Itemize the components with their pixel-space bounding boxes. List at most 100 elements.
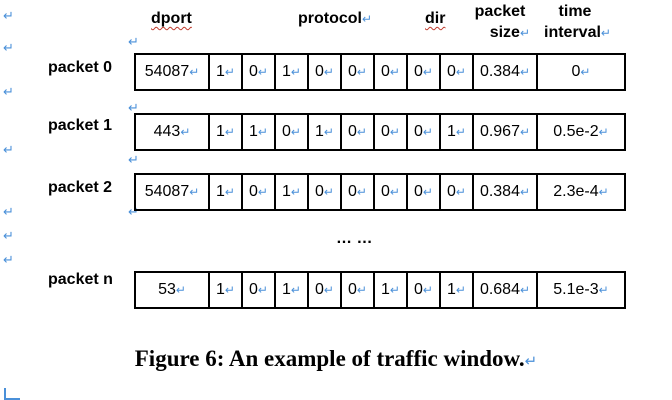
return-mark-icon: ↵	[189, 185, 200, 199]
return-mark-icon: ↵	[323, 65, 334, 79]
return-mark-icon: ↵	[290, 283, 301, 297]
cell-protocol-bit: 1↵	[208, 173, 243, 211]
packet-table-row-1: 443↵ 1↵ 1↵ 0↵ 1↵ 0↵ 0↵ 0↵ 1↵ 0.967↵ 0.5e…	[134, 113, 626, 151]
packet-table-row-2: 54087↵ 1↵ 0↵ 1↵ 0↵ 0↵ 0↵ 0↵ 0↵ 0.384↵ 2.…	[134, 173, 626, 211]
cell-protocol-bit: 0↵	[340, 53, 375, 91]
return-mark-icon: ↵	[356, 65, 367, 79]
cell-protocol-bit: 0↵	[340, 113, 375, 151]
return-mark-icon: ↵	[422, 65, 433, 79]
cell-packet-size: 0.967↵	[472, 113, 538, 151]
return-mark-icon: ↵	[290, 65, 301, 79]
header-interval-line2: interval↵	[544, 24, 611, 42]
header-protocol: protocol↵	[298, 10, 372, 28]
return-mark-icon: ↵	[598, 185, 609, 199]
return-mark-icon: ↵	[519, 125, 531, 139]
row-label-packet-n: packet n	[48, 271, 113, 288]
return-mark-icon: ↵	[389, 125, 400, 139]
paragraph-mark-icon: ↵	[128, 204, 139, 219]
cell-protocol-bit: 0↵	[373, 53, 408, 91]
cell-protocol-bit: 0↵	[241, 271, 276, 309]
cell-protocol-bit: 0↵	[340, 271, 375, 309]
cell-protocol-bit: 0↵	[307, 53, 342, 91]
cell-dport: 53↵	[134, 271, 210, 309]
header-size-line2: size↵	[470, 24, 530, 42]
return-mark-icon: ↵	[180, 125, 191, 139]
return-mark-icon: ↵	[519, 26, 530, 40]
return-mark-icon: ↵	[175, 283, 186, 297]
paragraph-mark-icon: ↵	[3, 142, 14, 157]
return-mark-icon: ↵	[356, 125, 367, 139]
return-mark-icon: ↵	[455, 125, 466, 139]
cell-protocol-bit: 1↵	[373, 271, 408, 309]
return-mark-icon: ↵	[356, 283, 367, 297]
return-mark-icon: ↵	[323, 125, 334, 139]
return-mark-icon: ↵	[323, 185, 334, 199]
cell-time-interval: 0↵	[536, 53, 626, 91]
return-mark-icon: ↵	[224, 125, 235, 139]
cell-dport: 54087↵	[134, 53, 210, 91]
cell-protocol-bit: 0↵	[307, 271, 342, 309]
cell-protocol-bit: 0↵	[307, 173, 342, 211]
cell-protocol-bit: 0↵	[241, 173, 276, 211]
row-label-packet-0: packet 0	[48, 59, 113, 76]
return-mark-icon: ↵	[524, 354, 538, 370]
return-mark-icon: ↵	[422, 283, 433, 297]
cell-protocol-bit: 1↵	[274, 53, 309, 91]
cell-dport: 54087↵	[134, 173, 210, 211]
ellipsis-indicator: … …	[336, 230, 373, 247]
cell-time-interval: 5.1e-3↵	[536, 271, 626, 309]
return-mark-icon: ↵	[290, 185, 301, 199]
return-mark-icon: ↵	[257, 125, 268, 139]
return-mark-icon: ↵	[389, 185, 400, 199]
corner-mark-icon	[4, 388, 20, 400]
return-mark-icon: ↵	[455, 185, 466, 199]
cell-protocol-bit: 0↵	[274, 113, 309, 151]
cell-protocol-bit: 0↵	[373, 113, 408, 151]
return-mark-icon: ↵	[580, 65, 591, 79]
header-dport: dport	[151, 10, 192, 27]
return-mark-icon: ↵	[600, 26, 611, 40]
paragraph-mark-icon: ↵	[3, 40, 14, 55]
cell-protocol-bit: 1↵	[241, 113, 276, 151]
cell-time-interval: 0.5e-2↵	[536, 113, 626, 151]
return-mark-icon: ↵	[257, 185, 268, 199]
paragraph-mark-icon: ↵	[3, 228, 14, 243]
return-mark-icon: ↵	[598, 283, 609, 297]
figure-caption-text: Figure 6: An example of traffic window.	[134, 346, 525, 371]
packet-table-row-0: 54087↵ 1↵ 0↵ 1↵ 0↵ 0↵ 0↵ 0↵ 0↵ 0.384↵ 0↵	[134, 53, 626, 91]
cell-protocol-bit: 1↵	[307, 113, 342, 151]
header-dir: dir	[425, 10, 446, 27]
return-mark-icon: ↵	[290, 125, 301, 139]
return-mark-icon: ↵	[519, 283, 531, 297]
cell-protocol-bit: 0↵	[406, 113, 441, 151]
row-label-packet-1: packet 1	[48, 117, 113, 134]
cell-packet-size: 0.684↵	[472, 271, 538, 309]
return-mark-icon: ↵	[422, 185, 433, 199]
cell-protocol-bit: 0↵	[373, 173, 408, 211]
cell-dir: 0↵	[439, 53, 474, 91]
return-mark-icon: ↵	[389, 283, 400, 297]
return-mark-icon: ↵	[519, 185, 531, 199]
cell-protocol-bit: 0↵	[340, 173, 375, 211]
return-mark-icon: ↵	[598, 125, 609, 139]
cell-protocol-bit: 0↵	[406, 173, 441, 211]
paragraph-mark-icon: ↵	[3, 8, 14, 23]
cell-protocol-bit: 1↵	[208, 53, 243, 91]
cell-packet-size: 0.384↵	[472, 53, 538, 91]
header-packet-line1: packet	[474, 3, 526, 20]
paragraph-mark-icon: ↵	[128, 100, 139, 115]
header-size-label: size	[489, 24, 520, 41]
cell-protocol-bit: 0↵	[241, 53, 276, 91]
cell-dir: 0↵	[439, 173, 474, 211]
header-interval-label: interval	[544, 24, 601, 41]
return-mark-icon: ↵	[519, 65, 531, 79]
header-protocol-label: protocol	[298, 10, 362, 27]
return-mark-icon: ↵	[356, 185, 367, 199]
return-mark-icon: ↵	[323, 283, 334, 297]
return-mark-icon: ↵	[224, 185, 235, 199]
cell-protocol-bit: 1↵	[274, 271, 309, 309]
return-mark-icon: ↵	[224, 65, 235, 79]
paragraph-mark-icon: ↵	[3, 84, 14, 99]
cell-protocol-bit: 0↵	[406, 271, 441, 309]
cell-protocol-bit: 1↵	[208, 113, 243, 151]
